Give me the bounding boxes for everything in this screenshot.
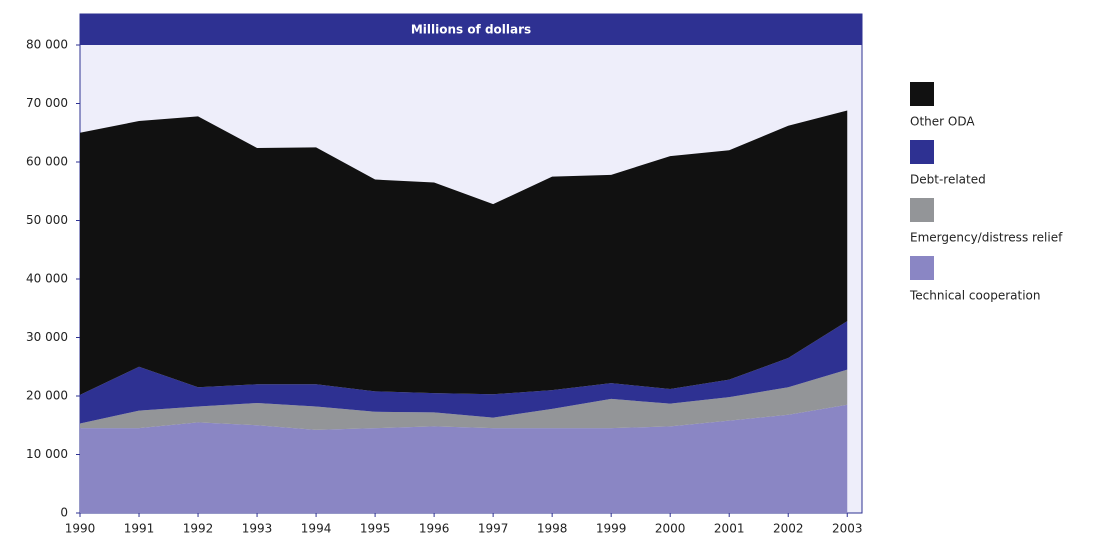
legend-label: Debt-related [910,173,986,187]
y-tick-label: 40 000 [26,272,68,286]
y-tick-label: 10 000 [26,447,68,461]
area [80,369,848,430]
x-tick-label: 1993 [242,522,273,536]
y-tick-label: 30 000 [26,330,68,344]
legend-swatch [910,140,934,164]
x-tick-label: 1994 [301,522,332,536]
y-tick-label: 20 000 [26,389,68,403]
x-tick-label: 2000 [655,522,686,536]
x-tick-label: 2002 [773,522,804,536]
legend-label: Technical cooperation [909,289,1040,303]
x-tick-label: 2003 [832,522,863,536]
x-tick-label: 1999 [596,522,627,536]
legend-label: Other ODA [910,115,975,129]
area [80,404,848,513]
area [80,110,848,395]
x-tick-label: 2001 [714,522,745,536]
x-tick-label: 1997 [478,522,509,536]
x-tick-label: 1990 [65,522,96,536]
y-tick-label: 60 000 [26,155,68,169]
legend-swatch [910,198,934,222]
chart-subtitle: Millions of dollars [411,23,531,37]
legend-swatch [910,256,934,280]
x-tick-label: 1996 [419,522,450,536]
legend-label: Emergency/distress relief [910,231,1063,245]
x-tick-label: 1995 [360,522,391,536]
legend-swatch [910,82,934,106]
y-tick-label: 0 [60,506,68,520]
x-tick-label: 1991 [124,522,155,536]
y-tick-label: 70 000 [26,96,68,110]
y-tick-label: 80 000 [26,38,68,52]
x-tick-label: 1992 [183,522,214,536]
area [80,321,848,424]
y-tick-label: 50 000 [26,213,68,227]
x-tick-label: 1998 [537,522,568,536]
header-band [80,14,862,45]
